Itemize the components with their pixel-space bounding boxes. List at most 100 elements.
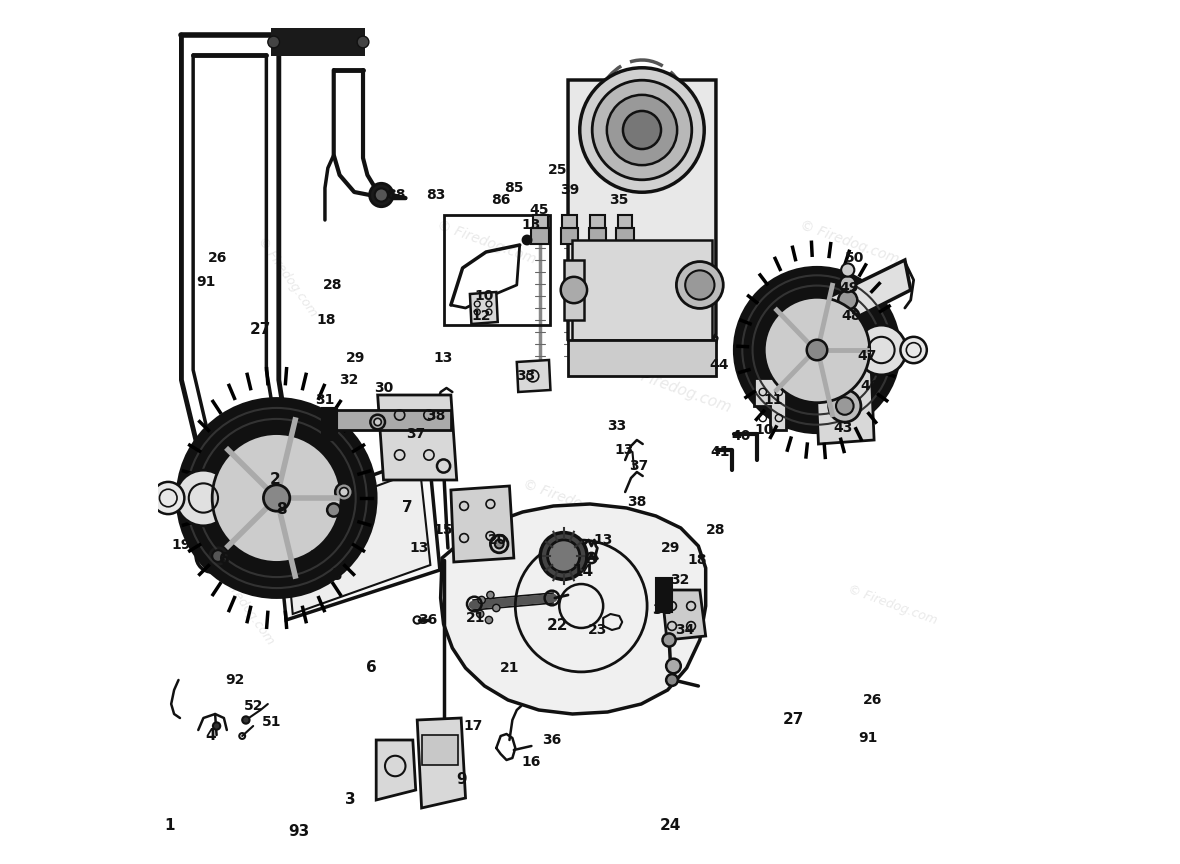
Text: 13: 13	[409, 541, 428, 555]
Bar	[421, 735, 458, 765]
Text: 44: 44	[709, 358, 728, 372]
Text: © Firedog.com: © Firedog.com	[435, 218, 538, 266]
Circle shape	[492, 604, 500, 612]
Text: 7: 7	[401, 500, 412, 516]
Circle shape	[340, 487, 348, 497]
Text: 21: 21	[499, 661, 519, 675]
Text: 91: 91	[197, 275, 216, 289]
Bar	[656, 578, 671, 612]
Circle shape	[828, 390, 861, 422]
Polygon shape	[376, 740, 415, 800]
Circle shape	[667, 674, 677, 686]
Circle shape	[540, 532, 588, 580]
Circle shape	[667, 658, 681, 673]
Text: 30: 30	[374, 381, 393, 395]
Text: 83: 83	[426, 188, 446, 202]
Text: 28: 28	[706, 523, 726, 537]
Text: 14: 14	[572, 564, 594, 580]
Text: © Firedog.com: © Firedog.com	[212, 562, 277, 647]
Circle shape	[212, 550, 224, 562]
Bar	[322, 408, 336, 440]
Circle shape	[176, 470, 231, 526]
Circle shape	[807, 340, 827, 360]
Circle shape	[735, 268, 899, 432]
Polygon shape	[275, 455, 440, 620]
Text: 91: 91	[859, 731, 878, 745]
Text: 27: 27	[782, 713, 805, 727]
Polygon shape	[802, 260, 911, 342]
Circle shape	[335, 483, 353, 501]
Bar	[271, 28, 366, 56]
Circle shape	[369, 183, 393, 206]
Polygon shape	[568, 80, 716, 376]
Text: 32: 32	[339, 373, 358, 387]
Circle shape	[205, 549, 219, 563]
Text: © Firedog.com: © Firedog.com	[255, 234, 320, 319]
Text: © Firedog.com: © Firedog.com	[620, 362, 733, 416]
Text: 38: 38	[628, 495, 647, 509]
Text: 47: 47	[857, 349, 877, 363]
Polygon shape	[284, 470, 431, 614]
Polygon shape	[451, 486, 513, 562]
Circle shape	[623, 111, 661, 149]
Text: 1: 1	[164, 817, 175, 833]
Circle shape	[242, 716, 249, 724]
Bar	[334, 410, 451, 430]
Text: 21: 21	[466, 611, 485, 625]
Text: 17: 17	[464, 719, 483, 733]
Text: 16: 16	[522, 755, 542, 769]
Text: 37: 37	[629, 459, 648, 473]
Text: 88: 88	[386, 188, 406, 202]
Circle shape	[327, 504, 340, 517]
Circle shape	[579, 67, 704, 192]
Circle shape	[212, 722, 221, 730]
Text: 3: 3	[345, 792, 355, 808]
Text: 5: 5	[310, 550, 321, 566]
Bar	[568, 340, 716, 376]
Circle shape	[838, 290, 857, 309]
Text: 10: 10	[754, 423, 774, 437]
Text: 4: 4	[205, 727, 216, 742]
Text: 29: 29	[661, 541, 680, 555]
Text: 13: 13	[614, 443, 634, 457]
Polygon shape	[562, 215, 577, 228]
Polygon shape	[754, 378, 786, 430]
Text: 36: 36	[418, 613, 437, 627]
Text: 29: 29	[346, 351, 366, 365]
Text: 27: 27	[250, 322, 271, 338]
Circle shape	[478, 596, 485, 604]
Circle shape	[487, 591, 494, 599]
Circle shape	[523, 236, 531, 245]
Circle shape	[212, 434, 341, 562]
Polygon shape	[590, 215, 604, 228]
Circle shape	[676, 262, 723, 308]
Text: 93: 93	[288, 824, 309, 840]
Circle shape	[375, 188, 388, 201]
Text: 51: 51	[262, 715, 281, 729]
Text: 6: 6	[218, 552, 229, 568]
Text: 39: 39	[559, 183, 579, 197]
Text: 33: 33	[607, 419, 625, 433]
Circle shape	[477, 610, 484, 618]
Text: © Firedog.com: © Firedog.com	[798, 218, 900, 266]
Text: 48: 48	[841, 309, 860, 323]
Text: 92: 92	[225, 673, 244, 687]
Text: 32: 32	[669, 573, 689, 587]
Polygon shape	[517, 360, 550, 392]
Circle shape	[857, 325, 906, 375]
Text: 38: 38	[426, 409, 446, 423]
Polygon shape	[773, 320, 798, 382]
Text: 25: 25	[548, 163, 568, 177]
Circle shape	[560, 276, 588, 303]
Circle shape	[607, 95, 677, 165]
Polygon shape	[378, 395, 457, 480]
Text: 10: 10	[474, 289, 494, 303]
Circle shape	[152, 482, 184, 514]
Circle shape	[841, 264, 854, 276]
Text: 23: 23	[588, 623, 607, 637]
Circle shape	[263, 485, 290, 511]
Polygon shape	[618, 215, 632, 228]
Text: 86: 86	[491, 193, 511, 207]
Polygon shape	[418, 718, 466, 808]
Circle shape	[662, 633, 676, 646]
